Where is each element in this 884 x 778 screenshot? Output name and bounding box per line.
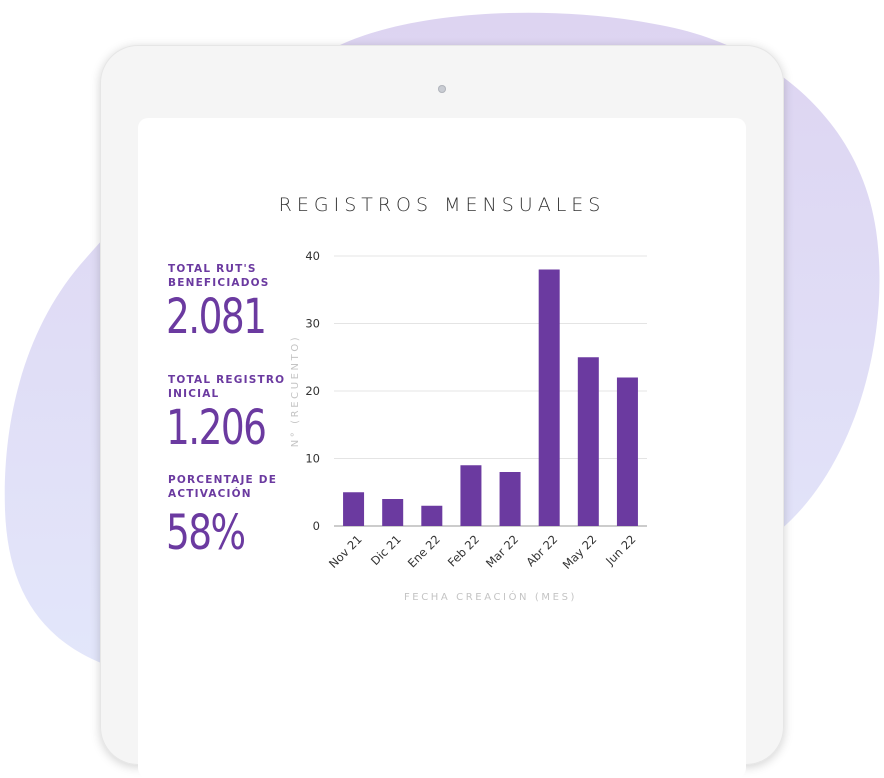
camera-dot (438, 85, 446, 93)
bar (577, 357, 599, 526)
y-tick-label: 40 (305, 249, 320, 263)
x-tick-label: Jun 22 (602, 532, 638, 568)
kpi-label-beneficiados: TOTAL RUT'S BENEFICIADOS (168, 263, 270, 289)
x-tick-label: May 22 (560, 532, 600, 572)
y-tick-label: 20 (305, 384, 320, 398)
bar (499, 472, 521, 526)
tablet-device: REGISTROS MENSUALES TOTAL RUT'S BENEFICI… (100, 45, 784, 778)
bar (343, 492, 365, 526)
kpi-label-activacion: PORCENTAJE DE ACTIVACIÓN (168, 474, 278, 500)
kpi-value-beneficiados: 2.081 (166, 289, 267, 345)
y-tick-label: 30 (305, 317, 320, 331)
bar (382, 499, 404, 526)
x-tick-label: Ene 22 (405, 532, 443, 570)
x-tick-label: Abr 22 (523, 532, 560, 569)
chart-title: REGISTROS MENSUALES (278, 194, 606, 216)
x-tick-label: Feb 22 (445, 532, 482, 569)
bar (538, 269, 560, 526)
x-axis-title: FECHA CREACIÓN (MES) (404, 590, 577, 603)
x-tick-label: Mar 22 (483, 532, 521, 570)
kpi-label-registro-inicial: TOTAL REGISTRO INICIAL (168, 374, 286, 400)
x-tick-label: Dic 21 (368, 532, 404, 568)
bar-chart: 0 10 20 30 40 Nov 21 Dic 21 Ene 22 Feb 22 Mar 22 A… (290, 249, 647, 603)
y-axis-title: N° (RECUENTO) (290, 335, 301, 448)
x-tick-label: Nov 21 (326, 532, 365, 571)
y-tick-label: 10 (305, 452, 320, 466)
y-tick-label: 0 (313, 519, 320, 533)
bar (616, 377, 638, 526)
bar (421, 505, 443, 526)
kpi-value-registro-inicial: 1.206 (166, 400, 267, 456)
bar (460, 465, 482, 526)
kpi-value-activacion: 58% (166, 505, 246, 561)
dashboard-screen: REGISTROS MENSUALES TOTAL RUT'S BENEFICI… (138, 118, 746, 778)
